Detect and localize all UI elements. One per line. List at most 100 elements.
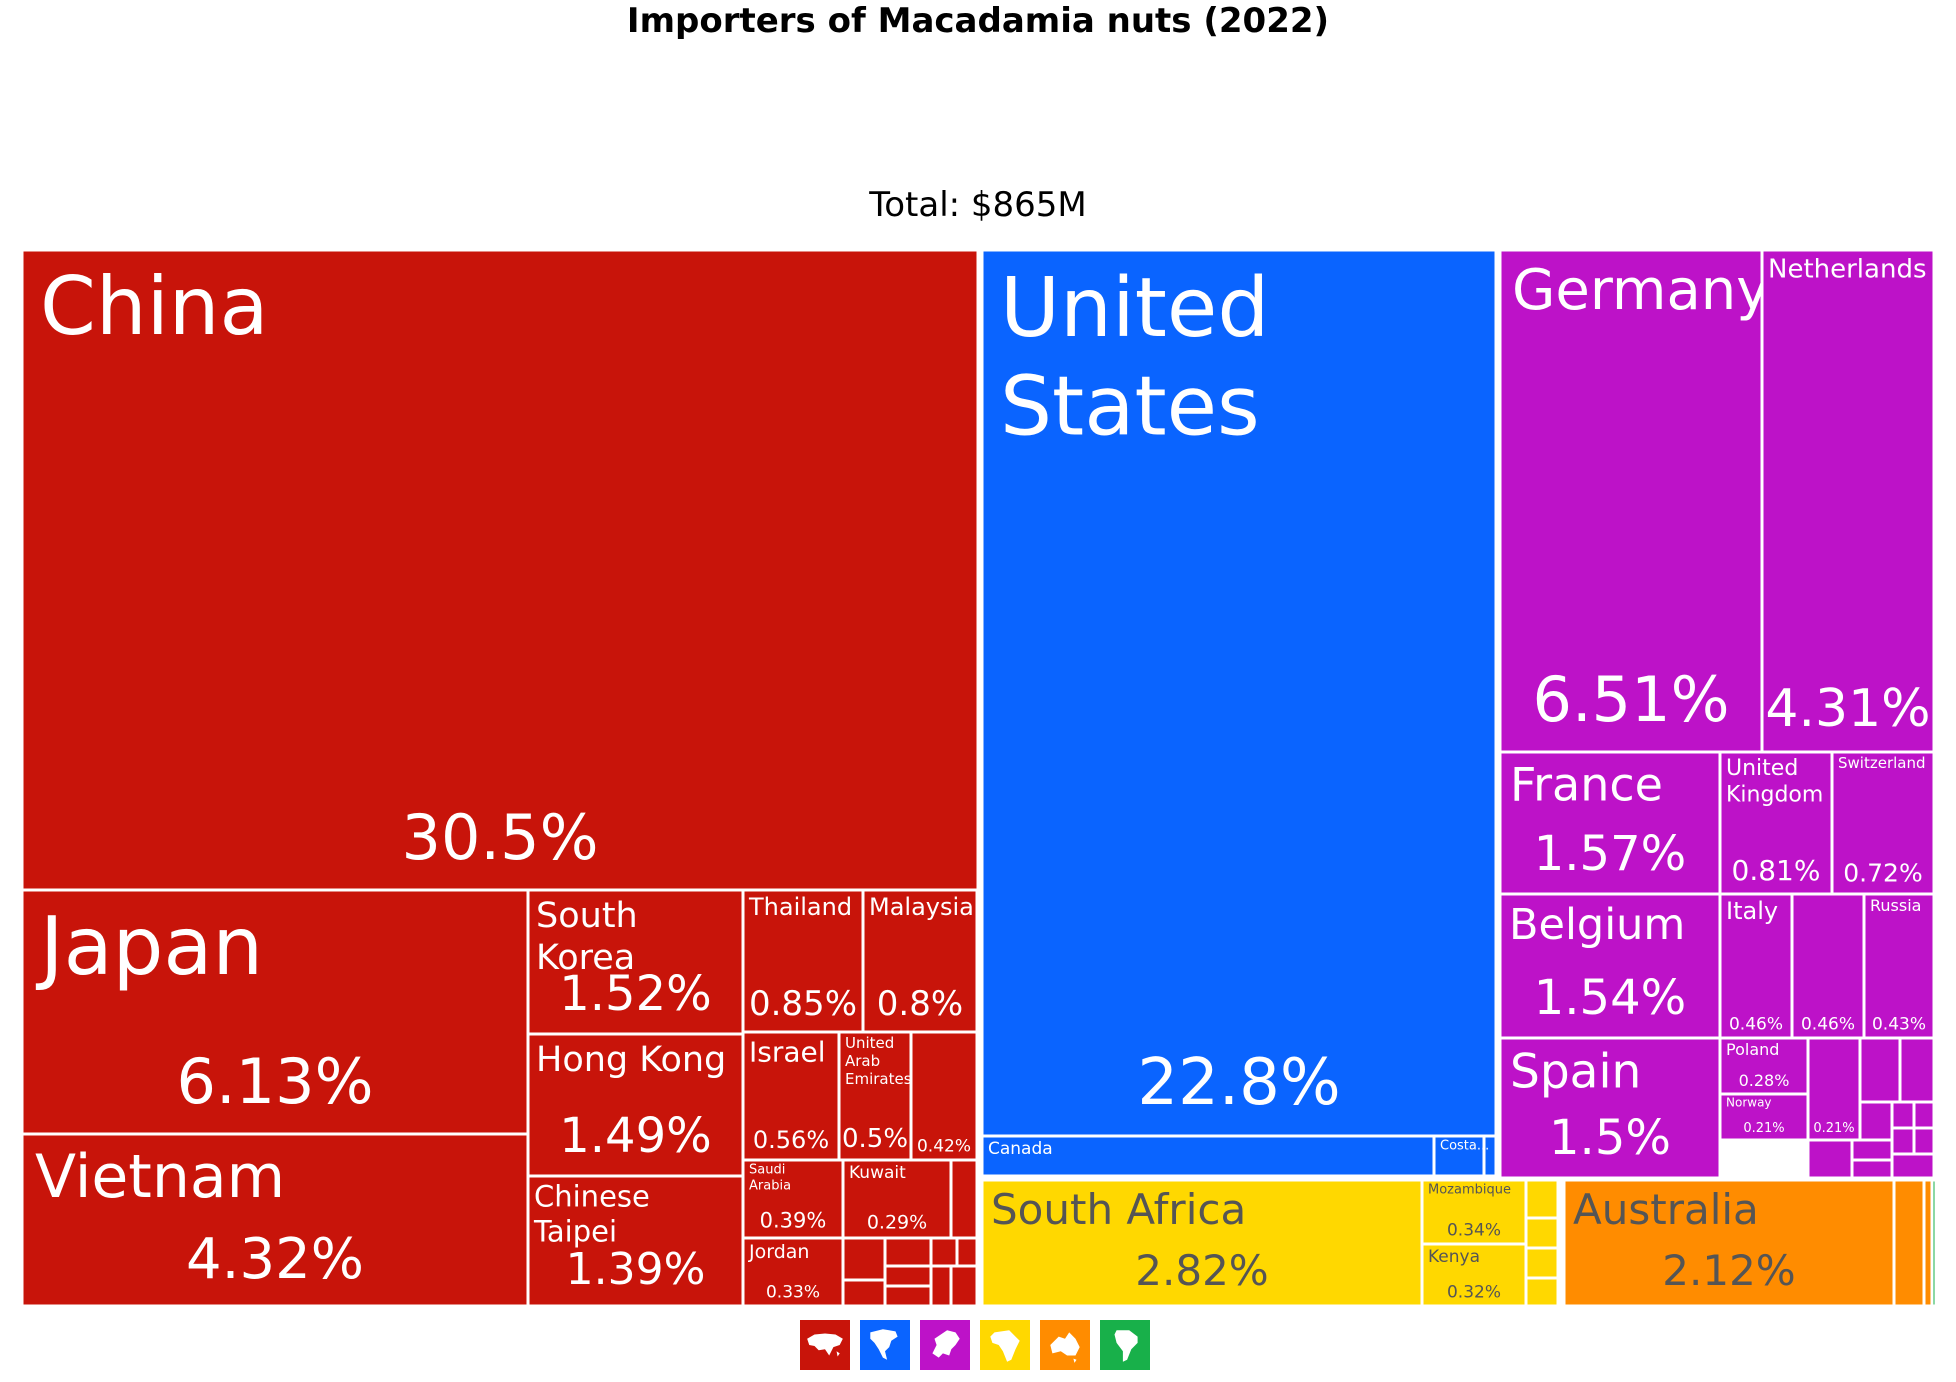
cell-value-spain: 1.5% <box>1549 1110 1671 1166</box>
treemap-cell-united-arab-emirates[interactable] <box>837 1030 913 1162</box>
legend-asia[interactable] <box>800 1320 850 1370</box>
treemap-cell-chinese-taipei[interactable] <box>526 1174 745 1308</box>
cell-name-canada: Canada <box>988 1139 1053 1159</box>
cell-name-south-korea: Korea <box>536 938 635 978</box>
cell-name-south-korea: South <box>536 896 638 936</box>
treemap-cell-small[interactable] <box>883 1236 933 1268</box>
cell-name-israel: Israel <box>749 1035 826 1068</box>
cell-value-unlabeled: 0.21% <box>1813 1121 1854 1136</box>
cell-name-jordan: Jordan <box>748 1241 809 1263</box>
cell-value-germany: 6.51% <box>1533 663 1730 736</box>
treemap-cell-united-states[interactable] <box>980 248 1498 1138</box>
treemap-cell-small[interactable] <box>949 1158 979 1240</box>
cell-name-united-arab-emirates: United <box>845 1034 894 1052</box>
cell-value-united-arab-emirates: 0.5% <box>842 1124 908 1154</box>
cell-name-netherlands: Netherlands <box>1768 254 1927 284</box>
cell-value-unlabeled: 0.42% <box>917 1137 971 1157</box>
legend-south-america[interactable] <box>1100 1320 1150 1370</box>
treemap-cell-small[interactable] <box>883 1264 933 1288</box>
cell-name-united-kingdom: United <box>1726 756 1798 781</box>
treemap-cell-small[interactable] <box>1890 1100 1916 1130</box>
cell-value-chinese-taipei: 1.39% <box>566 1244 706 1295</box>
treemap-cell-china[interactable] <box>20 248 980 892</box>
legend-oceania[interactable] <box>1040 1320 1090 1370</box>
treemap-cell-small[interactable] <box>1524 1216 1560 1250</box>
treemap-cell-small[interactable] <box>1524 1178 1560 1220</box>
treemap-cell-small[interactable] <box>883 1284 933 1308</box>
cell-name-costa: Costa... <box>1440 1139 1489 1154</box>
treemap-cell-small[interactable] <box>1930 1178 1938 1308</box>
legend-north-america[interactable] <box>860 1320 910 1370</box>
treemap-cell-small[interactable] <box>1850 1158 1894 1180</box>
treemap-cell-small[interactable] <box>929 1264 953 1308</box>
treemap-cell-small[interactable] <box>1890 1152 1936 1180</box>
treemap-cell-small[interactable] <box>1892 1178 1926 1308</box>
treemap-cell-norway[interactable] <box>1718 1092 1810 1142</box>
cell-value-kenya: 0.32% <box>1447 1283 1501 1303</box>
legend-africa[interactable] <box>980 1320 1030 1370</box>
cell-name-germany: Germany <box>1512 258 1769 323</box>
treemap-cell-belgium[interactable] <box>1498 892 1722 1040</box>
treemap-cell-japan[interactable] <box>20 888 530 1136</box>
cell-name-hong-kong: Hong Kong <box>536 1040 726 1080</box>
cell-name-kuwait: Kuwait <box>849 1163 906 1183</box>
cell-value-israel: 0.56% <box>753 1126 829 1154</box>
cell-name-vietnam: Vietnam <box>35 1142 285 1212</box>
cell-value-vietnam: 4.32% <box>186 1227 364 1292</box>
cell-value-poland: 0.28% <box>1739 1071 1790 1090</box>
treemap-cell-small[interactable] <box>1912 1100 1936 1130</box>
treemap-cell-unlabeled[interactable] <box>1790 892 1866 1040</box>
treemap-cell-netherlands[interactable] <box>1760 248 1936 754</box>
cell-value-kuwait: 0.29% <box>867 1212 927 1234</box>
cell-value-united-states: 22.8% <box>1137 1046 1340 1120</box>
legend-europe[interactable] <box>920 1320 970 1370</box>
cell-value-united-kingdom: 0.81% <box>1732 854 1821 887</box>
treemap-cell-south-africa[interactable] <box>980 1178 1424 1308</box>
cell-value-russia: 0.43% <box>1872 1015 1926 1035</box>
treemap-cell-small[interactable] <box>1806 1138 1854 1180</box>
cell-name-australia: Australia <box>1573 1185 1759 1234</box>
treemap-cell-australia[interactable] <box>1562 1178 1896 1308</box>
treemap-cell-small[interactable] <box>949 1264 979 1308</box>
cell-name-italy: Italy <box>1726 897 1778 925</box>
treemap-cell-unlabeled[interactable] <box>1806 1036 1862 1142</box>
treemap-cell-saudi-arabia[interactable] <box>741 1158 845 1240</box>
treemap-cell-costa[interactable] <box>1432 1134 1486 1178</box>
cell-name-poland: Poland <box>1726 1040 1779 1059</box>
cell-name-russia: Russia <box>1870 896 1921 915</box>
treemap-cell-vietnam[interactable] <box>20 1132 530 1308</box>
treemap-cell-small[interactable] <box>955 1236 979 1268</box>
cell-name-united-states: United <box>1000 261 1269 356</box>
treemap-cell-jordan[interactable] <box>741 1236 845 1308</box>
treemap-cell-small[interactable] <box>841 1278 887 1308</box>
cell-name-united-arab-emirates: Arab <box>845 1052 880 1070</box>
treemap-cell-united-kingdom[interactable] <box>1718 750 1834 896</box>
cell-value-south-africa: 2.82% <box>1135 1246 1268 1295</box>
treemap-cell-small[interactable] <box>1890 1126 1916 1156</box>
cell-name-japan: Japan <box>35 900 263 993</box>
treemap-cell-mozambique[interactable] <box>1420 1178 1528 1246</box>
cell-value-mozambique: 0.34% <box>1447 1221 1501 1241</box>
treemap-cell-russia[interactable] <box>1862 892 1936 1040</box>
cell-value-netherlands: 4.31% <box>1765 679 1930 739</box>
cell-name-mozambique: Mozambique <box>1428 1183 1511 1198</box>
treemap-cell-small[interactable] <box>1912 1126 1936 1156</box>
cell-value-jordan: 0.33% <box>766 1283 820 1303</box>
treemap-cell-small[interactable] <box>1850 1138 1894 1162</box>
treemap-cell-switzerland[interactable] <box>1830 750 1936 896</box>
treemap-cell-small[interactable] <box>841 1236 887 1282</box>
treemap-cell-small[interactable] <box>929 1236 959 1268</box>
cell-value-china: 30.5% <box>402 801 599 874</box>
treemap-cell-small[interactable] <box>1524 1246 1560 1280</box>
cell-value-france: 1.57% <box>1534 826 1686 882</box>
treemap-cell-small[interactable] <box>1524 1276 1560 1308</box>
asia-icon <box>807 1333 843 1357</box>
treemap-cell-kuwait[interactable] <box>841 1158 953 1240</box>
cell-value-thailand: 0.85% <box>749 984 857 1024</box>
treemap-cell-spain[interactable] <box>1498 1036 1722 1180</box>
chart-total: Total: $865M <box>869 185 1087 225</box>
treemap-cell-kenya[interactable] <box>1420 1242 1528 1308</box>
treemap-cell-germany[interactable] <box>1498 248 1764 754</box>
treemap-cell-israel[interactable] <box>741 1030 841 1162</box>
